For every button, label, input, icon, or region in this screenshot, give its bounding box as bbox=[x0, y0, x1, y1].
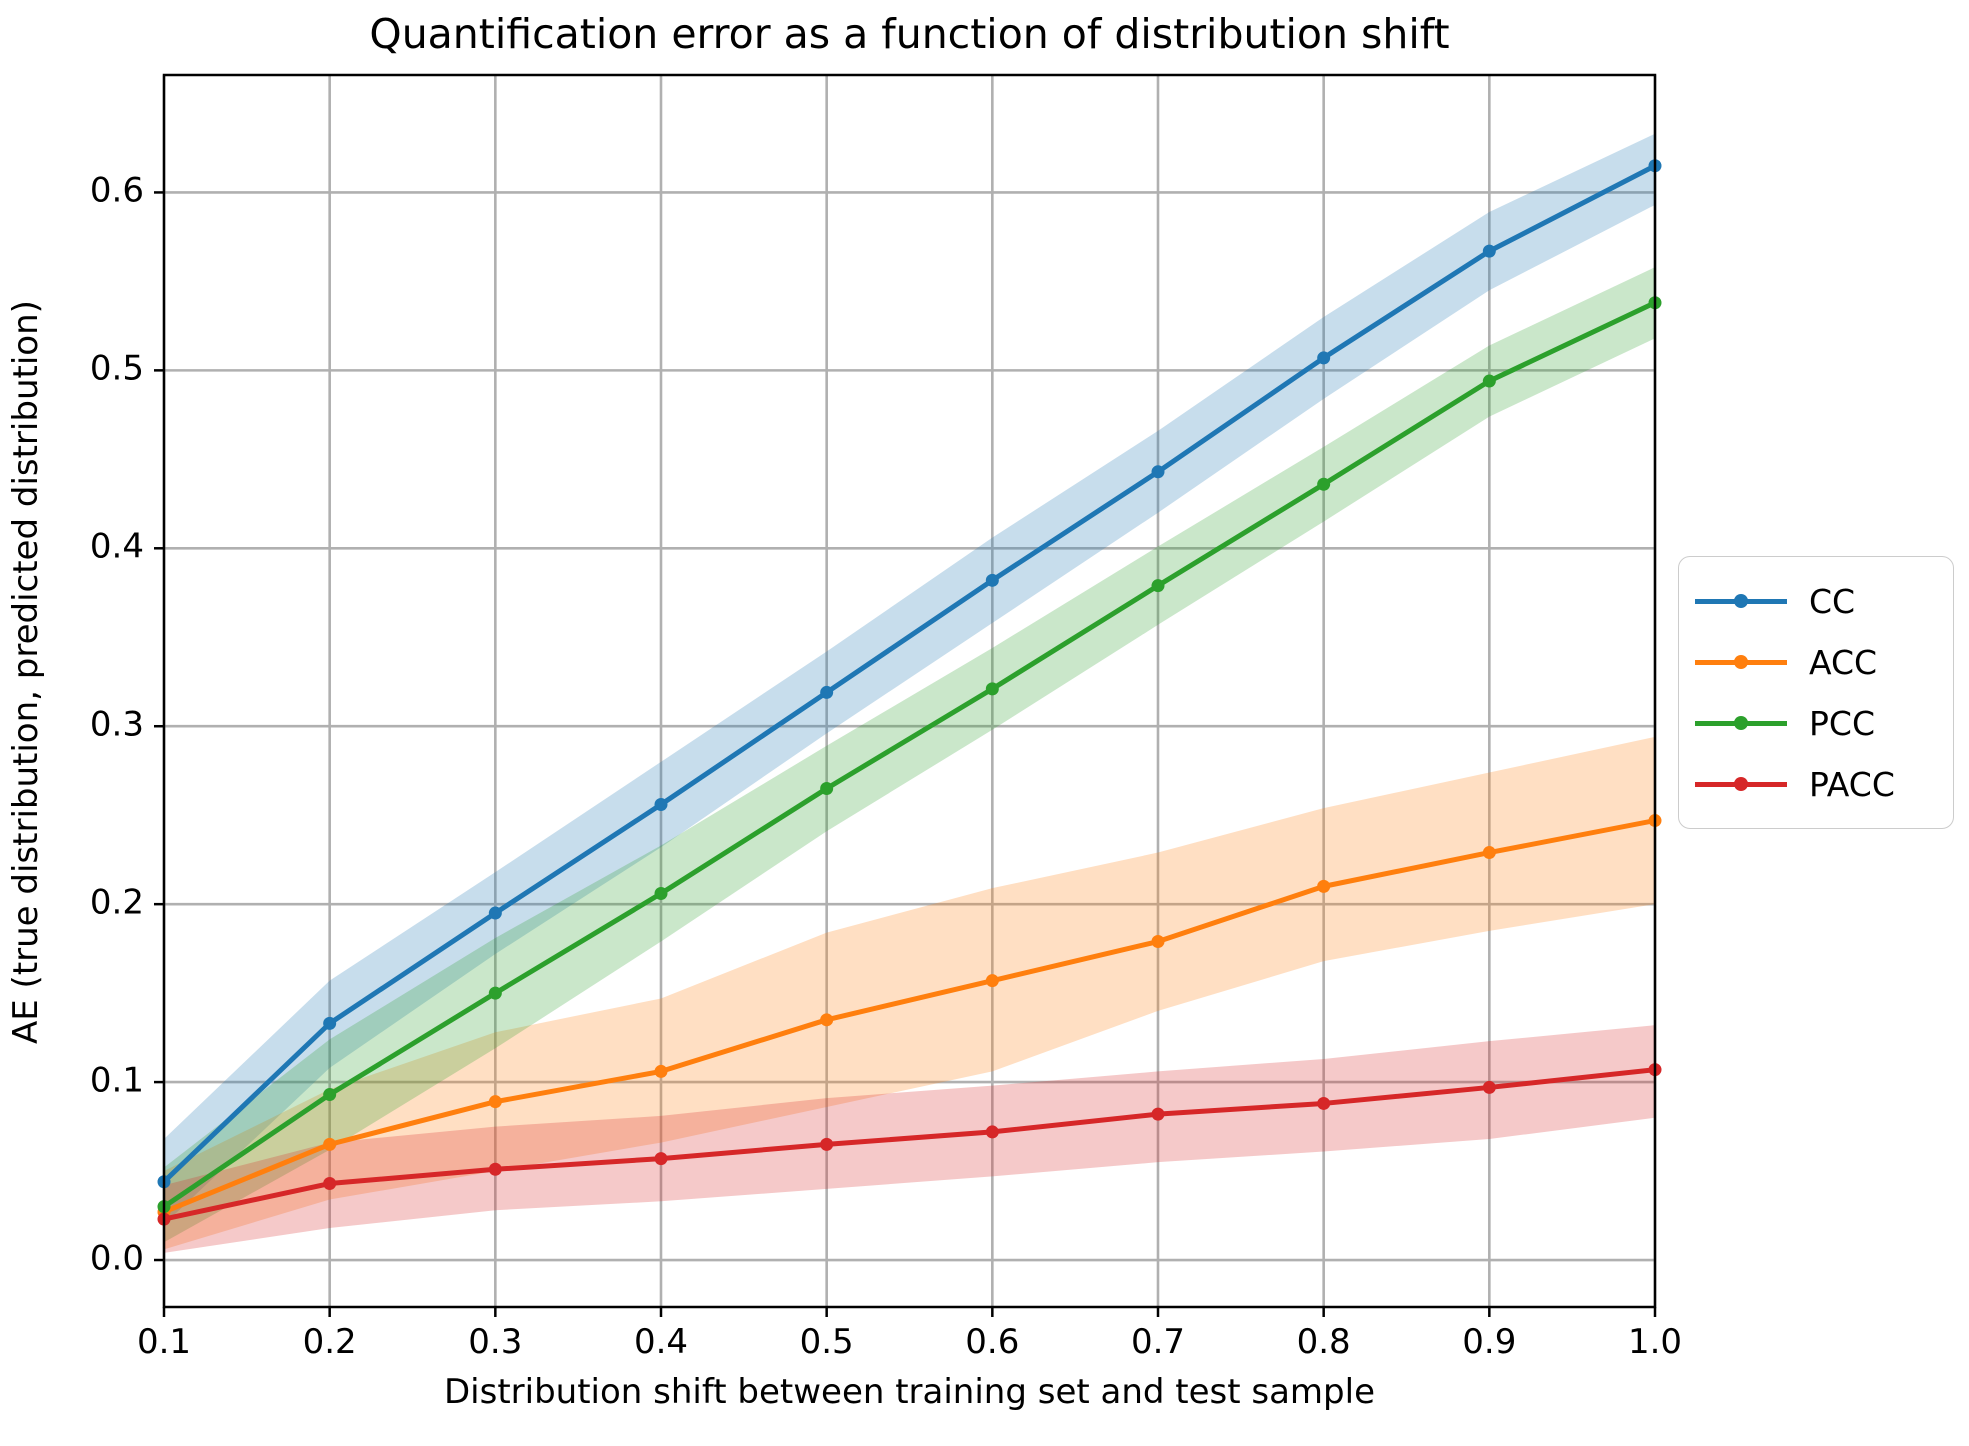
series-marker-acc bbox=[323, 1137, 337, 1151]
series-marker-pacc bbox=[1317, 1096, 1331, 1110]
series-marker-pcc bbox=[1317, 477, 1331, 491]
legend-entry-cc: CC bbox=[1695, 585, 1953, 618]
legend-marker-dot bbox=[1734, 594, 1748, 608]
series-marker-pcc bbox=[820, 782, 834, 796]
y-tick-label: 0.2 bbox=[89, 882, 144, 923]
legend-label: ACC bbox=[1809, 642, 1878, 682]
series-band-acc bbox=[164, 736, 1655, 1250]
series-line-acc bbox=[161, 818, 1658, 1215]
x-tick-label: 0.6 bbox=[965, 1322, 1020, 1362]
series-marker-cc bbox=[1151, 465, 1165, 479]
series-marker-cc bbox=[323, 1016, 337, 1030]
series-line-pacc bbox=[161, 1067, 1658, 1222]
series-marker-cc bbox=[654, 798, 668, 812]
series-marker-pacc bbox=[654, 1152, 668, 1166]
series-marker-acc bbox=[1317, 879, 1331, 893]
legend-label: PCC bbox=[1809, 703, 1875, 743]
plot-border bbox=[162, 73, 1657, 1309]
legend-entry-pacc: PACC bbox=[1695, 768, 1953, 801]
legend-line-swatch bbox=[1695, 716, 1787, 730]
y-tick-label: 0.3 bbox=[89, 704, 144, 745]
series-marker-acc bbox=[654, 1064, 668, 1078]
series-line-pcc bbox=[161, 300, 1658, 1210]
series-marker-cc bbox=[1317, 351, 1331, 365]
series-marker-acc bbox=[820, 1013, 834, 1027]
series-marker-cc bbox=[488, 906, 502, 920]
x-tick-label: 0.2 bbox=[302, 1322, 357, 1362]
x-axis-label: Distribution shift between training set … bbox=[444, 1372, 1375, 1412]
series-marker-pcc bbox=[488, 986, 502, 1000]
legend-marker-dot bbox=[1734, 777, 1748, 791]
x-tick-label: 0.7 bbox=[1130, 1322, 1186, 1362]
legend-marker-dot bbox=[1734, 655, 1748, 669]
series-marker-cc bbox=[985, 573, 999, 587]
x-tick-label: 0.9 bbox=[1462, 1322, 1517, 1362]
legend-entry-acc: ACC bbox=[1695, 646, 1953, 679]
series-marker-pcc bbox=[1151, 579, 1165, 593]
series-marker-acc bbox=[985, 974, 999, 988]
series-marker-pacc bbox=[820, 1137, 834, 1151]
legend-line-swatch bbox=[1695, 777, 1787, 791]
x-tick-label: 0.8 bbox=[1296, 1322, 1351, 1362]
series-band-cc bbox=[164, 133, 1655, 1225]
legend-marker-dot bbox=[1734, 716, 1748, 730]
x-tick-label: 1.0 bbox=[1627, 1322, 1683, 1362]
legend-line-swatch bbox=[1695, 655, 1787, 669]
legend-line-swatch bbox=[1695, 594, 1787, 608]
legend-entry-pcc: PCC bbox=[1695, 707, 1953, 740]
series-marker-pcc bbox=[985, 682, 999, 696]
y-tick-label: 0.0 bbox=[89, 1238, 144, 1279]
y-tick-label: 0.6 bbox=[89, 170, 144, 211]
series-marker-acc bbox=[1482, 846, 1496, 860]
legend: CC ACC PCC PACC bbox=[1678, 556, 1954, 829]
series-marker-pacc bbox=[985, 1125, 999, 1139]
series-line-cc bbox=[161, 163, 1658, 1185]
series-marker-pcc bbox=[1482, 374, 1496, 388]
series-marker-acc bbox=[488, 1095, 502, 1109]
series-marker-cc bbox=[1482, 244, 1496, 258]
y-tick-label: 0.5 bbox=[89, 348, 144, 389]
x-tick-label: 0.3 bbox=[468, 1322, 523, 1362]
chart-title: Quantification error as a function of di… bbox=[369, 10, 1450, 58]
series-marker-pacc bbox=[1482, 1080, 1496, 1094]
y-axis-label: AE (true distribution, predicted distrib… bbox=[6, 300, 46, 1044]
series-marker-pacc bbox=[488, 1162, 502, 1176]
legend-label: CC bbox=[1809, 581, 1856, 621]
x-tick-label: 0.5 bbox=[799, 1322, 854, 1362]
series-marker-pacc bbox=[323, 1177, 337, 1191]
x-tick-label: 0.4 bbox=[633, 1322, 689, 1362]
series-marker-pcc bbox=[323, 1088, 337, 1102]
series-marker-pacc bbox=[1151, 1107, 1165, 1121]
x-tick-label: 0.1 bbox=[136, 1322, 192, 1362]
y-tick-label: 0.4 bbox=[89, 526, 144, 567]
y-tick-label: 0.1 bbox=[89, 1060, 144, 1101]
series-marker-cc bbox=[820, 685, 834, 699]
series-marker-pcc bbox=[654, 886, 668, 900]
series-marker-acc bbox=[1151, 935, 1165, 949]
legend-label: PACC bbox=[1809, 764, 1895, 804]
